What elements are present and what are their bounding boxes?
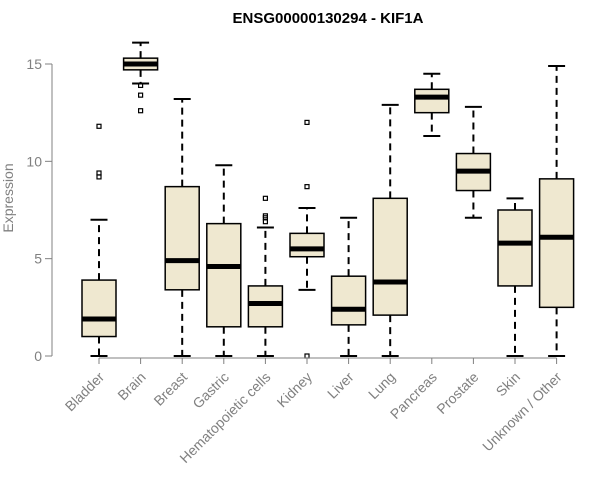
x-tick-label: Skin <box>493 369 524 400</box>
outlier-point <box>138 108 144 114</box>
y-tick-label: 0 <box>34 348 42 364</box>
outlier-point <box>304 119 310 126</box>
outlier-point <box>262 195 268 201</box>
x-tick-label: Prostate <box>433 369 481 417</box>
x-tick-label: Kidney <box>274 369 316 411</box>
box-rect <box>247 285 284 328</box>
x-tick-label: Lung <box>365 369 398 402</box>
x-tick-label: Brain <box>114 369 148 403</box>
y-axis-label: Expression <box>0 163 16 232</box>
y-tick-label: 15 <box>26 56 42 72</box>
chart-title: ENSG00000130294 - KIF1A <box>233 10 424 27</box>
outlier-point <box>304 184 310 190</box>
box-rect <box>206 222 242 328</box>
outlier-point <box>138 82 144 89</box>
box-liver <box>330 216 367 357</box>
box-prostate <box>455 105 492 219</box>
box-hematopoietic-cells <box>247 195 284 357</box>
outlier-point <box>96 123 102 129</box>
y-tick-label: 5 <box>34 251 42 267</box>
box-kidney <box>289 119 325 359</box>
box-gastric <box>206 164 242 357</box>
y-axis: 0 5 10 15 <box>26 56 53 364</box>
x-tick-label: Unknown / Other <box>479 369 565 455</box>
box-rect <box>414 88 450 114</box>
box-rect <box>289 232 325 258</box>
box-rect <box>497 209 533 287</box>
box-skin <box>497 197 533 357</box>
outlier-point <box>262 213 268 219</box>
outlier-point <box>304 353 310 359</box>
box-unknown-other <box>538 64 575 357</box>
outlier-point <box>138 92 144 98</box>
y-tick-label: 10 <box>26 153 42 169</box>
box-lung <box>372 103 408 357</box>
x-tick-label: Liver <box>324 369 357 402</box>
box-bladder <box>81 123 117 357</box>
x-tick-label: Bladder <box>62 369 108 415</box>
box-rect <box>164 185 200 291</box>
x-tick-label: Breast <box>150 369 190 409</box>
outlier-point <box>96 170 102 176</box>
box-breast <box>164 98 200 357</box>
box-brain <box>122 41 159 114</box>
box-rect <box>330 275 367 326</box>
box-rect <box>372 197 408 316</box>
box-pancreas <box>414 72 450 138</box>
box-rect <box>81 279 117 338</box>
boxes-group <box>81 41 575 359</box>
box-rect <box>538 178 575 309</box>
